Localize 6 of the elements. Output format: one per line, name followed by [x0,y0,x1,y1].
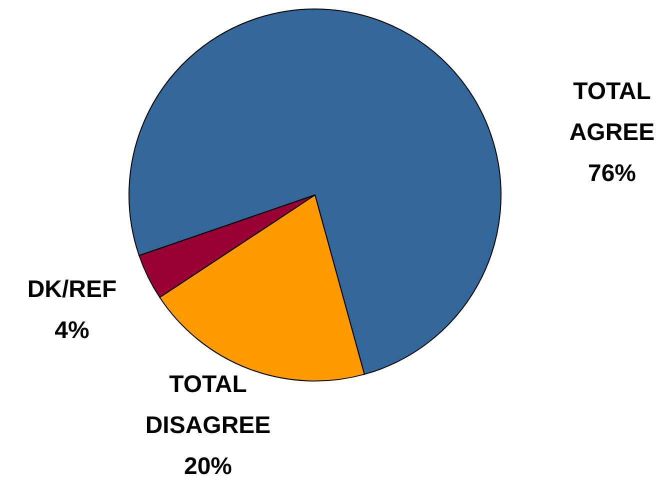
data-label: 20% [184,453,232,480]
slice-label: DK/REF [27,276,117,303]
data-label: 76% [588,160,636,187]
data-label: 4% [54,317,90,344]
slice-label: TOTAL DISAGREE [145,371,271,439]
slice-label: TOTAL AGREE [569,78,655,146]
